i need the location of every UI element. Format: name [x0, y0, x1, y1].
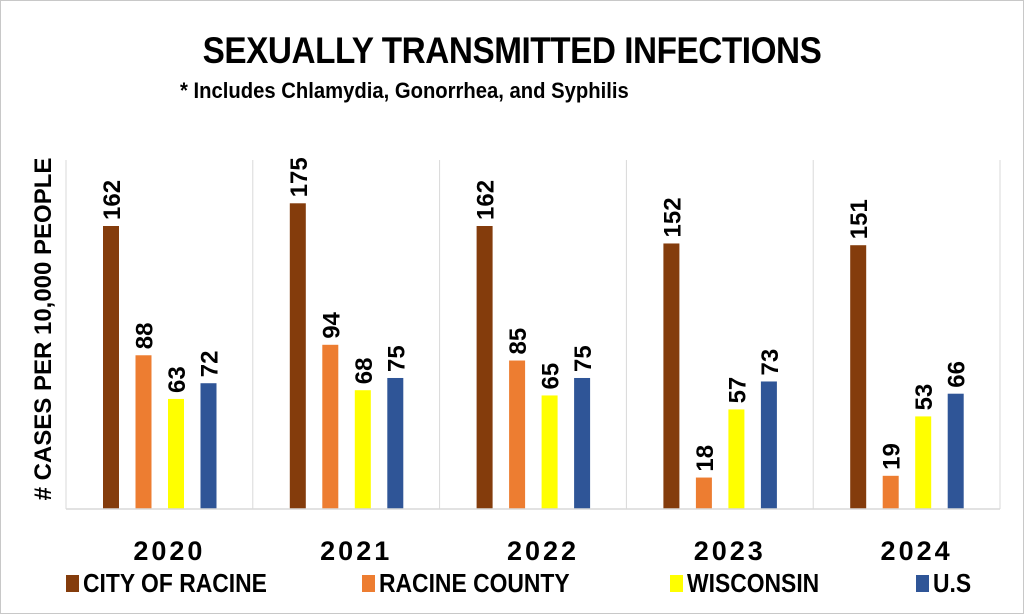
bar — [387, 377, 404, 509]
legend-swatch — [916, 575, 929, 592]
bar — [850, 245, 867, 509]
data-label: 75 — [570, 345, 597, 372]
data-label: 162 — [99, 180, 126, 220]
data-label: 18 — [692, 445, 719, 472]
bar — [168, 398, 184, 509]
data-label: 94 — [318, 311, 345, 338]
bar — [103, 226, 119, 509]
legend-item: U.S — [916, 568, 976, 599]
legend-label: RACINE COUNTY — [379, 568, 570, 598]
bar — [476, 226, 493, 509]
data-label: 152 — [659, 197, 686, 237]
bar — [354, 390, 371, 509]
data-label: 57 — [724, 377, 751, 404]
bar — [509, 360, 526, 509]
x-tick-label: 2024 — [881, 536, 953, 566]
legend-item: WISCONSIN — [670, 568, 837, 599]
data-label: 151 — [846, 199, 873, 239]
bar — [200, 383, 217, 509]
x-tick-label: 2021 — [320, 536, 392, 566]
legend-swatch — [362, 575, 375, 592]
data-label: 75 — [383, 345, 410, 372]
data-label: 19 — [879, 443, 906, 470]
bar — [695, 477, 712, 509]
data-label: 63 — [164, 366, 191, 393]
bar — [882, 475, 899, 509]
legend: CITY OF RACINE RACINE COUNTY WISCONSIN U.S — [66, 568, 1016, 604]
bar — [947, 393, 964, 509]
bar — [135, 355, 152, 509]
legend-swatch — [66, 575, 79, 592]
data-label: 66 — [944, 361, 971, 388]
data-label: 88 — [132, 323, 159, 350]
data-label: 162 — [473, 180, 500, 220]
legend-item: RACINE COUNTY — [362, 568, 596, 599]
x-tick-label: 2020 — [133, 536, 205, 566]
chart-subtitle: * Includes Chlamydia, Gonorrhea, and Syp… — [180, 78, 629, 103]
chart-title: SEXUALLY TRANSMITTED INFECTIONS — [202, 30, 822, 71]
bar — [574, 377, 591, 509]
legend-label: WISCONSIN — [687, 568, 820, 598]
bar — [289, 203, 306, 509]
data-label: 68 — [351, 358, 378, 385]
data-label: 53 — [911, 384, 938, 411]
legend-label: U.S — [933, 568, 972, 598]
data-label: 175 — [286, 157, 313, 197]
data-label: 85 — [505, 328, 532, 355]
data-label: 72 — [197, 351, 224, 378]
legend-item: CITY OF RACINE — [66, 568, 292, 599]
bar — [663, 243, 680, 510]
x-tick-label: 2022 — [507, 536, 579, 566]
bar — [915, 416, 932, 509]
legend-swatch — [670, 575, 683, 592]
data-label: 73 — [757, 349, 784, 376]
legend-label: CITY OF RACINE — [83, 568, 267, 598]
bar — [541, 395, 558, 509]
data-label: 65 — [538, 363, 565, 390]
bar — [728, 409, 745, 509]
bar — [760, 381, 777, 509]
bar — [322, 344, 339, 509]
x-tick-label: 2023 — [694, 536, 766, 566]
